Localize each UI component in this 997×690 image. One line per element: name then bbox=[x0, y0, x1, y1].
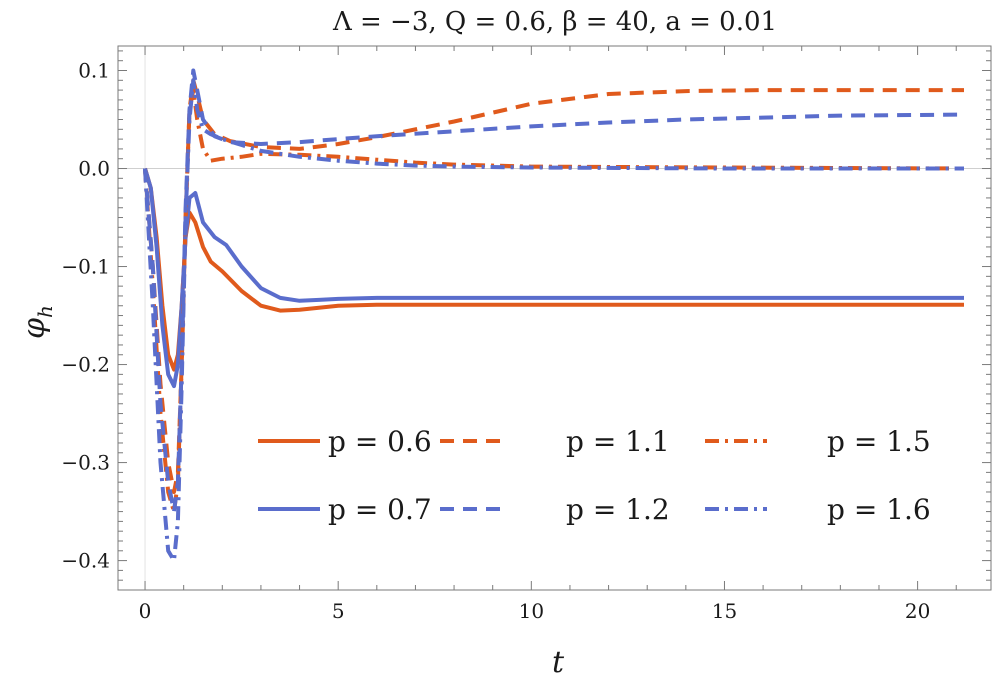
y-tick-label: 0.1 bbox=[78, 59, 110, 83]
plot-frame bbox=[117, 45, 992, 591]
x-tick-label: 10 bbox=[519, 599, 544, 623]
x-tick-label: 20 bbox=[905, 599, 930, 623]
y-axis-label-subscript: h bbox=[33, 305, 57, 318]
chart-title: Λ = −3, Q = 0.6, β = 40, a = 0.01 bbox=[332, 7, 777, 37]
legend-label: p = 1.5 bbox=[827, 425, 931, 458]
legend-label: p = 1.6 bbox=[827, 493, 931, 526]
y-axis-label: φh bbox=[17, 305, 57, 339]
y-axis-ticks: 0.1 0.0 −0.1 −0.2 −0.3 −0.4 bbox=[61, 50, 991, 581]
x-axis-label: t bbox=[552, 645, 565, 680]
legend-label: p = 1.2 bbox=[566, 493, 670, 526]
y-tick-label: −0.2 bbox=[61, 353, 110, 377]
series-line bbox=[143, 78, 964, 563]
y-tick-label: −0.4 bbox=[61, 549, 110, 573]
series-line bbox=[143, 78, 964, 494]
legend-label: p = 0.7 bbox=[328, 493, 432, 526]
legend-label: p = 1.1 bbox=[566, 425, 670, 458]
y-tick-label: −0.3 bbox=[61, 451, 110, 475]
y-tick-label: 0.0 bbox=[78, 157, 110, 181]
x-tick-label: 15 bbox=[712, 599, 737, 623]
x-axis-ticks: 0 5 10 15 20 bbox=[139, 46, 957, 623]
x-tick-label: 0 bbox=[139, 599, 152, 623]
series-line bbox=[143, 167, 964, 372]
y-axis-label-symbol: φ bbox=[17, 318, 52, 339]
y-axis-label-group: φh bbox=[17, 305, 57, 339]
series-line bbox=[143, 167, 964, 389]
legend-label: p = 0.6 bbox=[328, 425, 432, 458]
y-tick-label: −0.1 bbox=[61, 255, 110, 279]
series-layer bbox=[143, 68, 965, 563]
x-tick-label: 5 bbox=[332, 599, 345, 623]
legend: p = 0.6 p = 1.1 p = 1.5 p = 0.7 p = 1.2 p = 1… bbox=[258, 425, 931, 526]
